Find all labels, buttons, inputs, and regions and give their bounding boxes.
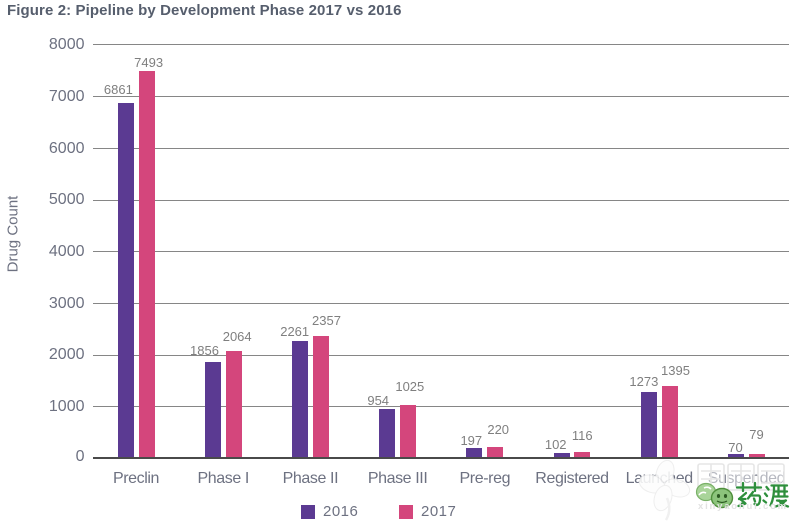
svg-text:xinyaohui.com: xinyaohui.com [698,501,788,512]
